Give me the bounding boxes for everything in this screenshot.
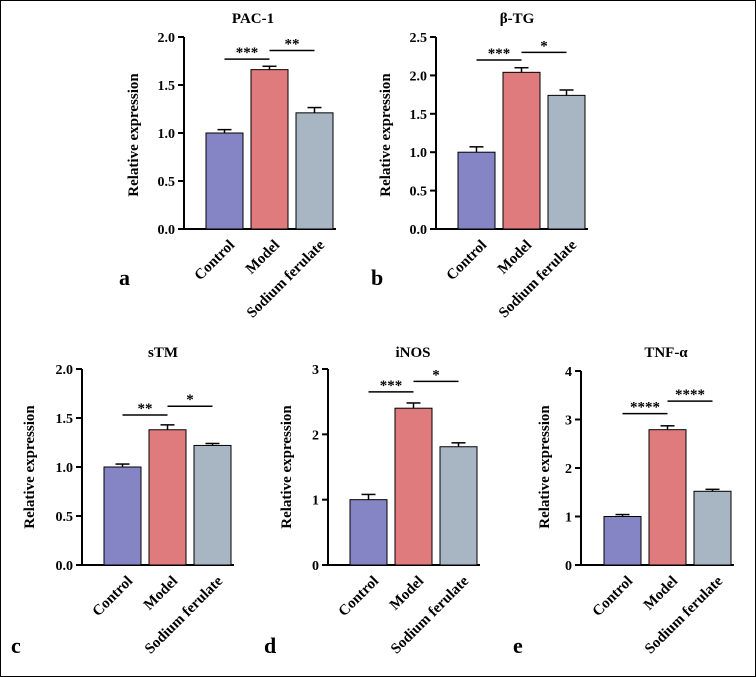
- panel-label: e: [513, 633, 523, 658]
- y-tick-label: 4: [565, 365, 572, 380]
- significance-label: ***: [380, 378, 403, 394]
- y-tick-label: 0: [312, 559, 319, 574]
- x-tick-label: Control: [336, 573, 382, 619]
- y-axis-label: Relative expression: [537, 405, 553, 529]
- y-tick-label: 0.5: [56, 510, 74, 525]
- y-tick-label: 1.0: [410, 146, 428, 161]
- x-tick-label: Sodium ferulate: [244, 237, 328, 321]
- significance-label: *: [540, 38, 548, 54]
- y-tick-label: 0.5: [158, 175, 176, 190]
- y-tick-label: 2.5: [410, 31, 428, 46]
- y-tick-label: 0.5: [410, 185, 428, 200]
- y-tick-label: 2.0: [158, 31, 176, 46]
- bar-model: [148, 429, 187, 566]
- x-tick-label: Model: [387, 573, 427, 613]
- significance-label: *: [432, 367, 440, 383]
- significance-label: ****: [675, 387, 705, 403]
- bar-control: [603, 516, 642, 566]
- significance-label: **: [138, 401, 153, 417]
- x-tick-label: Control: [590, 573, 636, 619]
- y-axis-label: Relative expression: [378, 73, 394, 197]
- chart-title: sTM: [148, 345, 178, 361]
- x-tick-label: Control: [444, 237, 490, 283]
- chart-panel-d: iNOS Relative expression 0 1 2 3 Control ModelS…: [264, 345, 480, 658]
- y-tick-label: 0.0: [410, 223, 428, 238]
- x-tick-label: Sodium ferulate: [142, 573, 226, 657]
- chart-title: TNF-α: [644, 345, 688, 361]
- y-tick-label: 1.5: [56, 412, 74, 427]
- chart-panel-a: PAC-1 Relative expression 0.0 0.5 1.0 1.5 2.0 C…: [119, 11, 336, 321]
- x-tick-label: Sodium ferulate: [388, 573, 472, 657]
- panel-label: a: [119, 265, 130, 290]
- bar-control: [349, 499, 388, 566]
- bar-sodium-ferulate: [547, 94, 586, 230]
- y-tick-label: 0.0: [56, 559, 74, 574]
- y-tick-label: 1: [565, 511, 572, 526]
- chart-panel-c: sTM Relative expression 0.0 0.5 1.0 1.5 2.0 Con…: [11, 345, 234, 658]
- x-tick-label: Model: [243, 237, 283, 277]
- y-axis-label: Relative expression: [126, 73, 142, 197]
- bar-control: [103, 466, 142, 566]
- bar-model: [502, 71, 541, 230]
- panel-label: b: [371, 265, 383, 290]
- y-tick-label: 2.0: [56, 363, 74, 378]
- bar-model: [648, 429, 687, 566]
- significance-label: ****: [630, 400, 660, 416]
- chart-title: iNOS: [395, 345, 430, 361]
- bar-sodium-ferulate: [193, 444, 232, 566]
- bar-sodium-ferulate: [693, 490, 732, 566]
- y-tick-label: 1.0: [56, 461, 74, 476]
- y-tick-label: 1: [312, 494, 319, 509]
- bar-control: [457, 151, 496, 230]
- bar-model: [394, 407, 433, 566]
- significance-label: *: [186, 392, 194, 408]
- chart-panel-b: β-TG Relative expression 0.0 0.5 1.0 1.5 2.0 2.…: [371, 11, 588, 321]
- significance-label: **: [285, 36, 300, 52]
- y-tick-label: 2.0: [410, 69, 428, 84]
- y-tick-label: 2: [565, 462, 572, 477]
- y-tick-label: 3: [312, 363, 319, 378]
- y-axis-label: Relative expression: [279, 405, 295, 529]
- x-tick-label: Sodium ferulate: [642, 573, 726, 657]
- panel-label: c: [11, 633, 21, 658]
- y-tick-label: 1.5: [158, 79, 176, 94]
- y-tick-label: 1.5: [410, 108, 428, 123]
- x-tick-label: Control: [192, 237, 238, 283]
- x-tick-label: Control: [90, 573, 136, 619]
- x-tick-label: Model: [141, 573, 181, 613]
- y-tick-label: 3: [565, 414, 572, 429]
- bar-sodium-ferulate: [295, 112, 334, 230]
- chart-title: β-TG: [500, 11, 535, 27]
- bar-control: [205, 132, 244, 230]
- y-axis-label: Relative expression: [22, 405, 38, 529]
- x-tick-label: Sodium ferulate: [496, 237, 580, 321]
- y-tick-label: 1.0: [158, 127, 176, 142]
- x-tick-label: Model: [641, 573, 681, 613]
- y-tick-label: 0: [565, 559, 572, 574]
- y-tick-label: 0.0: [158, 223, 176, 238]
- panel-label: d: [264, 633, 276, 658]
- bar-model: [250, 69, 289, 230]
- y-tick-label: 2: [312, 428, 319, 443]
- bar-sodium-ferulate: [439, 446, 478, 566]
- chart-panel-e: TNF-α Relative expression 0 1 2 3 4 Control Mode…: [513, 345, 734, 658]
- significance-label: ***: [236, 45, 259, 61]
- significance-label: ***: [488, 46, 511, 62]
- chart-title: PAC-1: [232, 11, 274, 27]
- x-tick-label: Model: [495, 237, 535, 277]
